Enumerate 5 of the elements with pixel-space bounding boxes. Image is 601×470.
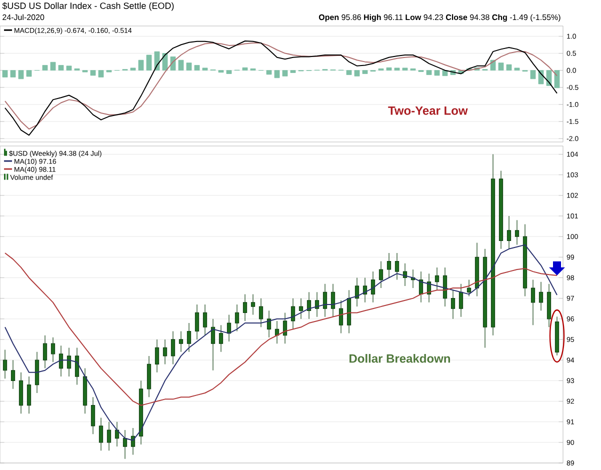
- chart-subtitle: 24-Jul-2020: [2, 14, 44, 20]
- chart-title: $USD US Dollar Index - Cash Settle (EOD): [2, 2, 174, 11]
- text: Open 95.86 High 96.11 Low 94.23 Close 94.38 Chg -1.49 (-1.55%): [318, 14, 560, 22]
- annotation: Two-Year Low: [388, 106, 468, 115]
- annotation: Dollar Breakdown: [350, 354, 450, 363]
